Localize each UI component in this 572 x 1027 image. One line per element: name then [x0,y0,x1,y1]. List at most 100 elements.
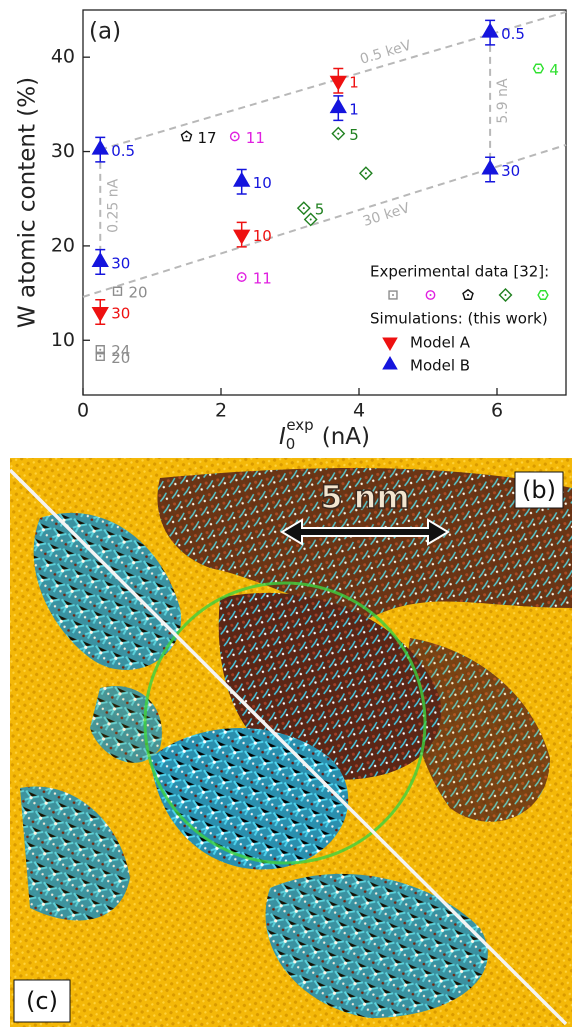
y-tick-label: 30 [51,140,75,162]
data-point [329,75,347,91]
x-axis-label: I0exp (nA) [279,416,370,453]
y-tick-label: 10 [51,329,75,351]
deposit-cyan [20,786,130,921]
point-label: 11 [246,129,265,147]
legend-marker [382,356,398,370]
guide-label: 0.25 nA [105,178,121,232]
data-point [233,171,251,187]
panel-label: (a) [89,19,121,45]
guide-label: 30 keV [361,200,412,230]
data-point [532,63,545,74]
deposit-cyan [90,686,162,763]
point-label: 10 [253,227,272,245]
panel-label: (c) [26,987,58,1015]
data-point [95,345,105,355]
marker-dot [429,294,432,296]
data-point [303,212,318,227]
data-point [296,201,311,216]
point-label: 0.5 [111,142,135,160]
data-point [236,272,247,282]
scale-arrow [280,518,450,546]
marker-dot [240,276,243,279]
marker-dot [542,294,544,296]
deposit-cyan [33,512,182,670]
legend-marker [425,290,436,300]
point-label: 0.5 [501,25,525,43]
marker-dot [116,290,119,293]
marker-dot [185,135,188,138]
point-label: 24 [111,342,130,360]
legend-title: Experimental data [32]: [370,263,549,281]
point-label: 4 [549,61,559,79]
scale-bar: 5 nm [280,477,450,546]
data-point [481,22,499,38]
data-point [180,130,193,142]
panel-label-box [514,471,564,509]
data-point [329,98,347,114]
deposit-dark [407,638,550,822]
deposit-cyan [265,873,488,1018]
panel-label: (b) [522,476,556,504]
data-point [331,126,346,141]
marker-dot [467,294,469,296]
data-point [233,229,251,245]
point-label: 20 [111,349,130,367]
point-label: 30 [111,304,130,322]
divider-line [10,468,568,1026]
marker-dot [309,218,312,221]
legend-marker [537,290,549,300]
data-point [481,159,499,175]
x-tick-label: 6 [491,400,503,422]
legend-marker [462,288,474,300]
legend-label: Model B [410,357,470,375]
marker-dot [364,172,367,175]
x-axis-label-part: 0 [286,435,296,453]
data-point [91,251,109,267]
point-label: 20 [129,284,148,302]
point-label: 30 [111,254,130,272]
legend-marker [498,288,513,302]
point-label: 17 [198,129,217,147]
point-label: 5 [349,126,359,144]
marker-dot [302,207,305,210]
y-tick-label: 40 [51,46,75,68]
x-axis-label-part: (nA) [322,424,370,450]
highlight-circle [143,581,427,865]
guide-label: 0.5 keV [358,37,413,67]
x-tick-label: 2 [215,400,227,422]
plot-frame [82,9,567,396]
data-point [358,166,373,181]
x-axis-label-part: exp [286,416,313,434]
deposit-dark [157,468,572,618]
point-label: 1 [349,101,359,119]
data-point [91,139,109,155]
legend-marker [382,337,398,351]
legend-marker [388,290,398,300]
marker-dot [537,67,540,70]
marker-dot [504,294,507,296]
x-tick-label: 4 [353,400,365,422]
point-label: 5 [315,201,325,219]
marker-dot [233,135,236,138]
point-label: 10 [253,174,272,192]
y-tick-label: 20 [51,234,75,256]
data-point [91,306,109,322]
guide-label: 5.9 nA [495,78,511,124]
panel-label-box [13,979,71,1023]
legend-title: Simulations: (this work) [370,310,548,328]
data-point [229,131,240,142]
y-axis-label: W atomic content (%) [15,77,41,328]
marker-dot [99,355,102,358]
point-label: 11 [253,270,272,288]
marker-dot [392,294,394,296]
point-label: 30 [501,162,520,180]
legend-label: Model A [410,334,471,352]
simulation-image: 5 nm (b) (c) [10,458,572,1027]
x-tick-label: 0 [77,400,89,422]
x-axis-label-part: I [279,424,286,450]
marker-dot [337,132,340,135]
data-point [112,286,123,296]
point-label: 1 [349,73,359,91]
